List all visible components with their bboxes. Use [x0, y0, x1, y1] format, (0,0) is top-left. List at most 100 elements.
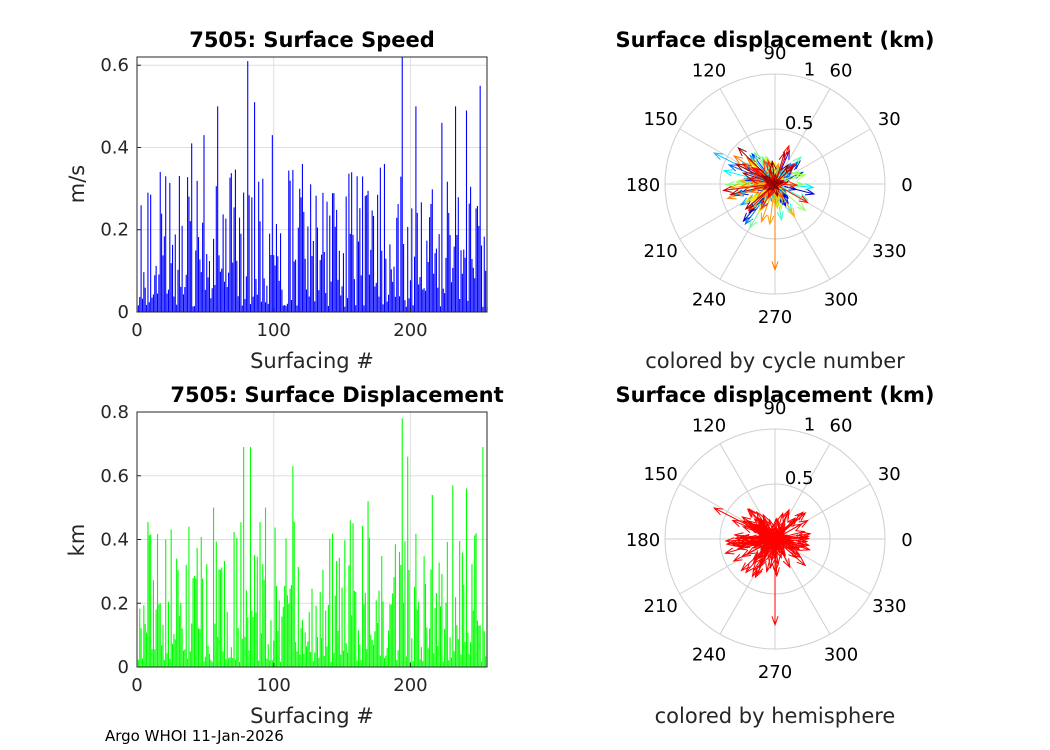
speed-grid — [137, 57, 487, 312]
bar — [159, 171, 161, 312]
bar — [177, 269, 179, 312]
displacement-bar-chart: 0 100 200 0 0.2 0.4 0.6 0.8 7505: Surfac… — [65, 383, 504, 728]
speed-bar-chart: 0 100 200 0 0.2 0.4 0.6 7505: Surface Sp… — [65, 28, 488, 373]
bar — [297, 227, 299, 312]
displacement-arrow — [730, 183, 776, 196]
bar — [364, 592, 366, 667]
bar — [221, 268, 223, 312]
bar — [180, 286, 182, 312]
bar — [163, 659, 165, 667]
displacement-arrow — [737, 147, 776, 185]
bar — [292, 466, 294, 667]
bar — [141, 298, 144, 312]
arrow-head — [766, 189, 775, 201]
bar — [334, 595, 336, 667]
bar — [303, 653, 305, 667]
arrow-head — [771, 549, 779, 560]
bar — [193, 575, 195, 667]
speed-ticks — [136, 64, 411, 313]
bar — [307, 641, 309, 667]
bar — [455, 106, 457, 313]
bar — [289, 180, 291, 312]
bar — [252, 616, 254, 667]
bar — [158, 604, 160, 667]
bar — [262, 178, 264, 312]
bar — [475, 533, 477, 667]
bar — [299, 654, 301, 667]
bar — [187, 658, 189, 667]
bar — [213, 507, 215, 667]
bar — [165, 539, 167, 667]
bar — [280, 233, 282, 312]
arrow-head — [773, 191, 781, 202]
polar-hemisphere-title: Surface displacement (km) — [615, 383, 934, 407]
bar — [471, 258, 473, 312]
bar — [426, 627, 428, 667]
bar — [374, 286, 376, 312]
bar — [352, 523, 354, 667]
bar — [262, 563, 264, 667]
arrow-head — [729, 189, 740, 197]
bar — [203, 661, 205, 667]
polar-hemisphere-labels: 0 30 60 90 120 150 180 210 240 270 300 3… — [626, 398, 913, 683]
bar — [140, 628, 142, 667]
displacement-arrow — [774, 183, 808, 203]
bar — [482, 306, 484, 312]
arrow-head — [762, 513, 771, 524]
bar — [467, 300, 469, 312]
bar — [341, 286, 343, 312]
bar — [243, 447, 245, 667]
arrow-head — [770, 180, 779, 191]
bar — [333, 193, 335, 312]
bar — [459, 540, 461, 667]
bar — [444, 628, 446, 667]
bar — [204, 289, 206, 312]
bar — [165, 176, 167, 312]
bar — [207, 645, 209, 667]
footer-credit: Argo WHOI 11-Jan-2026 — [105, 727, 284, 745]
bar — [437, 287, 439, 312]
bar — [270, 254, 272, 312]
displacement-arrow — [763, 538, 776, 557]
bar — [162, 624, 164, 667]
bar — [359, 208, 361, 312]
bar — [356, 660, 358, 667]
polar-angle-label: 270 — [758, 307, 792, 328]
bar — [245, 590, 247, 667]
bar — [377, 194, 379, 312]
arrow-head — [744, 538, 756, 546]
bar — [274, 527, 276, 667]
arrow-head — [745, 519, 756, 529]
bar — [200, 537, 202, 667]
bar — [158, 274, 160, 312]
arrow-head — [740, 549, 752, 558]
polar-chart-hemisphere: 0 30 60 90 120 150 180 210 240 270 300 3… — [615, 383, 934, 728]
arrow-head — [773, 555, 781, 566]
bar — [321, 638, 323, 667]
bar — [385, 655, 387, 667]
bar — [211, 288, 213, 312]
bar — [397, 650, 399, 667]
bar — [439, 306, 442, 312]
arrow-head — [796, 541, 807, 549]
bar — [383, 657, 386, 667]
polar-angle-label: 210 — [644, 596, 678, 617]
bar — [468, 654, 470, 667]
bar — [435, 248, 437, 312]
bar — [240, 233, 242, 312]
arrow-head — [763, 546, 772, 557]
displacement-arrow — [767, 531, 776, 540]
bar — [244, 299, 246, 312]
bar — [330, 661, 332, 667]
bar — [483, 236, 485, 312]
displacement-arrow — [774, 538, 779, 565]
bar — [237, 627, 239, 667]
bar — [259, 521, 261, 667]
arrow-head — [776, 511, 784, 523]
bar — [381, 555, 383, 667]
bar — [411, 638, 413, 667]
displacement-arrow — [754, 538, 776, 578]
bar — [208, 653, 211, 667]
bar — [217, 636, 219, 667]
